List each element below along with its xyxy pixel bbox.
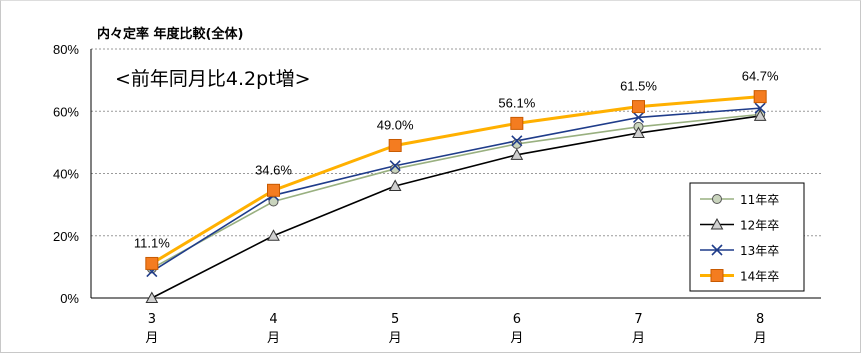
data-label: 56.1% bbox=[498, 95, 535, 110]
data-point bbox=[753, 90, 767, 104]
legend: 11年卒 12年卒 13年卒 14年卒 bbox=[689, 182, 805, 292]
series-group bbox=[145, 90, 767, 303]
chart-subtitle: <前年同月比4.2pt増> bbox=[115, 68, 311, 90]
x-axis-ticks: 3 月 4 月 5 月 6 月 7 月 8 月 bbox=[145, 312, 766, 346]
data-label: 34.6% bbox=[255, 162, 292, 177]
series-line-12年卒 bbox=[151, 115, 761, 299]
legend-marker bbox=[710, 217, 724, 230]
data-label: 49.0% bbox=[377, 117, 414, 132]
series-line-11年卒 bbox=[151, 113, 761, 270]
data-point bbox=[390, 163, 401, 174]
y-tick-label: 0% bbox=[60, 291, 79, 306]
legend-marker bbox=[711, 244, 723, 256]
chart-title: 内々定率 年度比較(全体) bbox=[97, 26, 243, 42]
legend-item: 14年卒 bbox=[700, 269, 779, 284]
legend-box bbox=[689, 182, 805, 292]
y-tick-label: 40% bbox=[53, 167, 79, 182]
data-point bbox=[268, 196, 279, 207]
data-point bbox=[388, 179, 402, 191]
data-point bbox=[267, 183, 280, 197]
data-point bbox=[388, 138, 402, 152]
series-line-13年卒 bbox=[151, 107, 761, 273]
data-point bbox=[389, 160, 401, 172]
data-point bbox=[511, 135, 523, 147]
data-point bbox=[632, 111, 645, 124]
data-point bbox=[753, 109, 767, 121]
legend-label: 13年卒 bbox=[740, 244, 779, 258]
data-point bbox=[145, 291, 159, 303]
data-point bbox=[510, 148, 524, 160]
y-tick-label: 20% bbox=[53, 229, 79, 244]
legend-item: 12年卒 bbox=[700, 217, 779, 233]
y-tick-label: 60% bbox=[53, 104, 79, 119]
data-label: 64.7% bbox=[742, 69, 779, 84]
data-point bbox=[510, 116, 524, 130]
data-point bbox=[754, 102, 766, 114]
legend-marker bbox=[710, 269, 724, 282]
data-label: 61.5% bbox=[620, 79, 657, 94]
legend-label: 14年卒 bbox=[740, 270, 779, 284]
data-labels: 11.1% 34.6% 49.0% 56.1% 61.5% 64.7% bbox=[134, 69, 779, 251]
legend-label: 11年卒 bbox=[740, 193, 779, 207]
legend-label: 12年卒 bbox=[740, 219, 779, 233]
legend-item: 13年卒 bbox=[700, 244, 779, 258]
legend-marker bbox=[712, 194, 722, 204]
y-tick-label: 80% bbox=[53, 42, 79, 57]
data-point bbox=[632, 126, 645, 139]
series-line-14年卒 bbox=[151, 95, 761, 265]
legend-item: 11年卒 bbox=[700, 193, 779, 207]
data-point bbox=[632, 100, 645, 114]
y-axis-ticks: 0% 20% 40% 60% 80% bbox=[53, 42, 79, 306]
data-point bbox=[145, 256, 159, 270]
data-point bbox=[267, 229, 280, 241]
data-label: 11.1% bbox=[134, 235, 170, 250]
